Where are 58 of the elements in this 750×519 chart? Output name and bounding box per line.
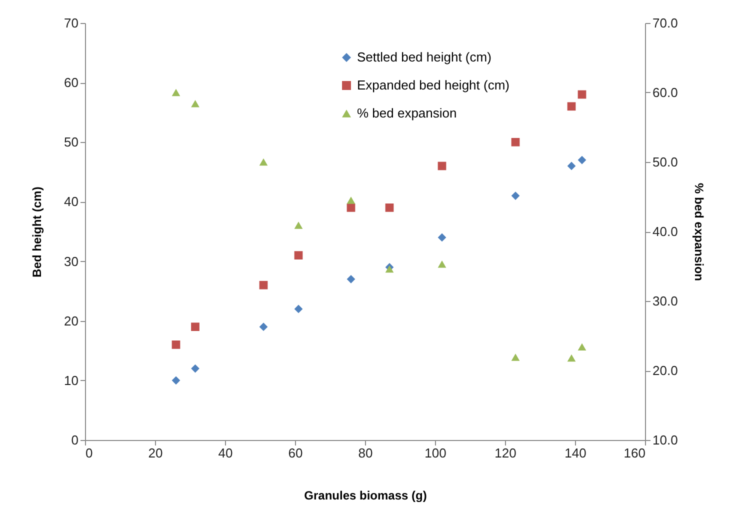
y-tick-label: 50 <box>64 134 78 150</box>
y2-tick-label: 60.0 <box>652 85 678 100</box>
point <box>438 233 446 242</box>
y-tick-label: 0 <box>71 432 78 448</box>
legend-label: Expanded bed height (cm) <box>357 78 510 92</box>
point <box>567 354 576 362</box>
point <box>511 192 520 200</box>
point <box>567 162 576 170</box>
x-tick-label: 0 <box>86 446 93 460</box>
point <box>346 274 356 284</box>
y2-tick-label: 30.0 <box>652 294 678 308</box>
point <box>294 251 303 260</box>
point <box>259 158 268 166</box>
legend-label: Settled bed height (cm) <box>357 50 492 64</box>
x-axis-title: Granules biomass (g) <box>304 488 427 502</box>
point <box>346 203 356 212</box>
y2-tick-label: 10.0 <box>652 432 678 448</box>
point <box>578 156 586 164</box>
point <box>259 280 268 290</box>
y-axis-title: Bed height (cm) <box>30 186 44 278</box>
point <box>191 322 200 331</box>
x-tick-label: 80 <box>358 446 373 460</box>
y-tick-label: 20 <box>64 313 78 328</box>
point <box>294 304 303 314</box>
x-tick-label: 40 <box>218 446 233 460</box>
point <box>511 354 520 361</box>
point <box>294 222 303 229</box>
point <box>191 364 200 373</box>
x-tick-label: 160 <box>624 446 646 460</box>
y2-tick-label: 50.0 <box>652 154 678 170</box>
y2-tick-label: 70.0 <box>652 16 678 30</box>
x-tick-label: 20 <box>148 446 163 460</box>
point <box>172 88 180 96</box>
point <box>172 376 180 385</box>
point <box>578 90 586 99</box>
y-tick-label: 30 <box>64 254 78 269</box>
point <box>259 322 268 331</box>
y2-tick-label: 20.0 <box>652 363 678 378</box>
point <box>346 196 356 204</box>
point <box>385 203 394 212</box>
point <box>578 343 586 350</box>
point <box>172 340 180 349</box>
y2-axis-title: % bed expansion <box>692 182 706 282</box>
point <box>438 162 446 170</box>
legend-label: % bed expansion <box>357 106 457 120</box>
x-tick-label: 60 <box>288 446 303 460</box>
y-tick-label: 60 <box>64 75 78 90</box>
point <box>438 260 446 268</box>
point <box>567 102 576 111</box>
y-tick-label: 40 <box>64 194 78 210</box>
point <box>511 138 520 146</box>
point <box>191 100 200 108</box>
y-tick-label: 10 <box>64 372 78 388</box>
x-tick-label: 140 <box>564 446 586 460</box>
y2-tick-label: 40.0 <box>652 224 678 239</box>
x-tick-label: 100 <box>424 446 446 460</box>
x-tick-label: 120 <box>494 446 516 460</box>
y-tick-label: 70 <box>64 16 78 30</box>
